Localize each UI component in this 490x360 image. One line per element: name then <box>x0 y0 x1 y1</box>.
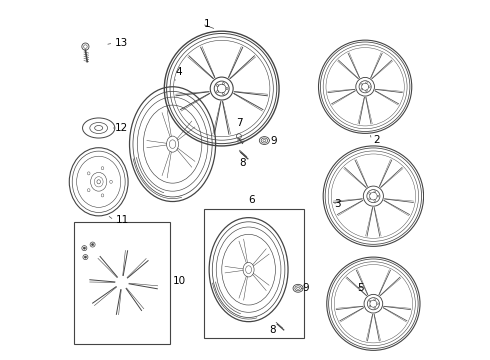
Text: 3: 3 <box>334 199 341 210</box>
Circle shape <box>83 247 85 249</box>
Text: 2: 2 <box>373 135 380 145</box>
Text: 4: 4 <box>175 67 182 77</box>
Text: 13: 13 <box>115 38 128 48</box>
Circle shape <box>84 256 87 258</box>
Text: 9: 9 <box>302 283 309 293</box>
Text: 6: 6 <box>248 195 255 205</box>
Bar <box>204 209 304 338</box>
Text: 11: 11 <box>116 215 129 225</box>
Circle shape <box>92 243 94 246</box>
Ellipse shape <box>97 180 100 184</box>
Text: 8: 8 <box>239 158 245 168</box>
Text: 7: 7 <box>236 118 243 128</box>
Text: 5: 5 <box>357 283 364 293</box>
Text: 10: 10 <box>172 276 186 286</box>
Text: 8: 8 <box>269 325 276 335</box>
Text: 9: 9 <box>271 136 277 145</box>
Text: 1: 1 <box>204 19 210 29</box>
Text: 12: 12 <box>115 123 128 133</box>
Bar <box>74 222 171 343</box>
